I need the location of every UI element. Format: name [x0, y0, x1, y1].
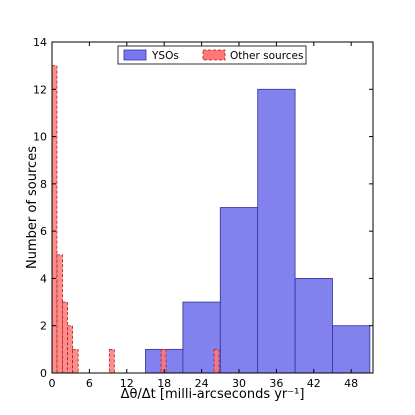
legend-label-ysos: YSOs [151, 50, 179, 62]
bar-other-sources-3 [67, 325, 73, 374]
x-tick-label: 24 [195, 377, 209, 390]
plot-area [51, 65, 371, 374]
bar-other-sources-7 [213, 348, 220, 374]
x-tick-label: 18 [157, 377, 171, 390]
x-tick-label: 48 [344, 377, 358, 390]
y-tick-label: 12 [33, 83, 47, 96]
bar-ysos-2 [219, 207, 259, 374]
bar-ysos-4 [294, 278, 333, 374]
x-tick-label: 0 [49, 377, 56, 390]
y-tick-label: 10 [33, 131, 47, 144]
x-axis-label: Δθ/Δt [milli-arcseconds yr⁻¹] [121, 387, 305, 402]
x-tick-label: 36 [269, 377, 283, 390]
x-tick-label: 42 [307, 377, 321, 390]
y-tick-label: 2 [40, 320, 47, 333]
bar-other-sources-2 [62, 301, 68, 374]
x-tick-label: 30 [232, 377, 246, 390]
legend-swatch-other-sources [202, 49, 226, 61]
y-axis-label: Number of sources [25, 146, 40, 269]
bar-ysos-3 [257, 88, 296, 374]
legend-label-other-sources: Other sources [230, 50, 304, 62]
y-tick-label: 0 [40, 367, 47, 380]
bar-other-sources-4 [72, 348, 79, 374]
axes-frame [51, 41, 374, 374]
x-tick-label: 12 [120, 377, 134, 390]
y-tick-label: 4 [40, 272, 47, 285]
bar-other-sources-0 [51, 65, 58, 374]
bar-ysos-5 [332, 325, 371, 374]
y-tick-label: 6 [40, 225, 47, 238]
legend-swatch-ysos [123, 49, 147, 61]
y-tick-label: 8 [40, 178, 47, 191]
bar-other-sources-5 [108, 348, 115, 374]
y-tick-label: 14 [33, 36, 47, 49]
bar-other-sources-1 [56, 254, 63, 374]
x-tick-label: 6 [86, 377, 93, 390]
bar-other-sources-6 [160, 348, 167, 374]
legend: YSOs Other sources [117, 45, 307, 65]
